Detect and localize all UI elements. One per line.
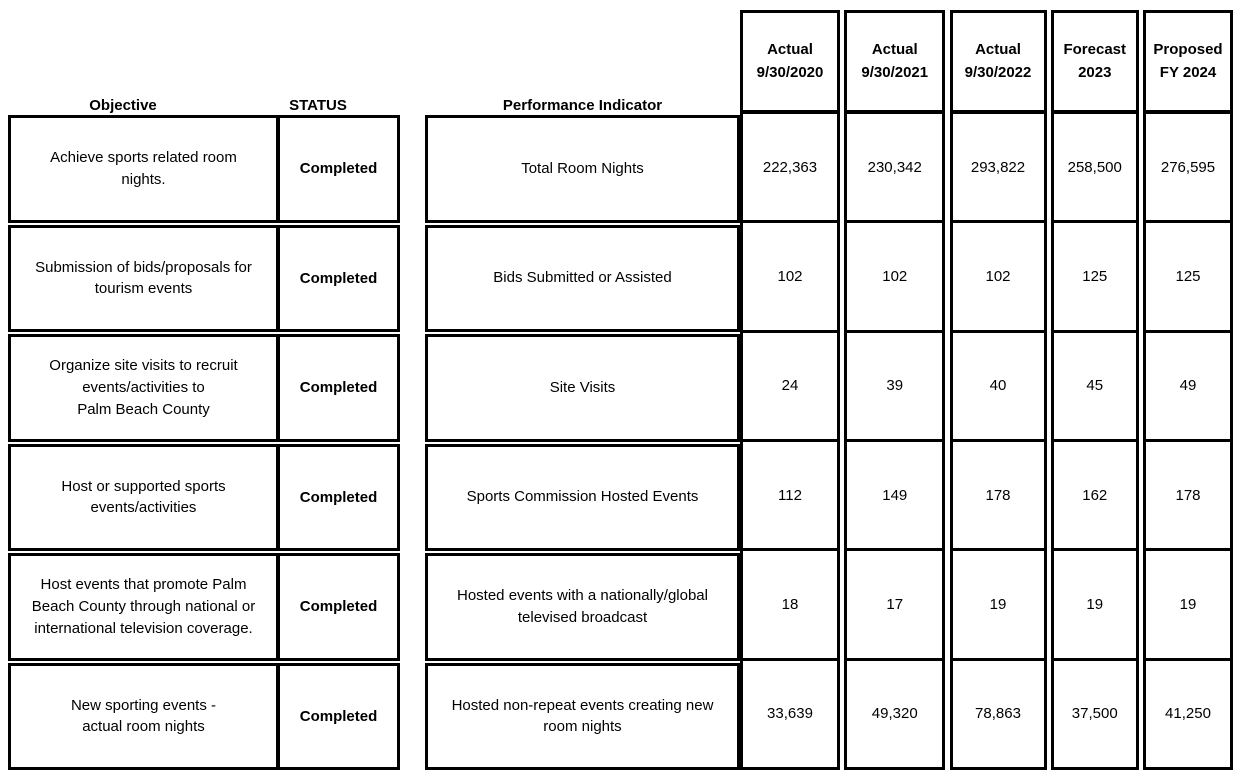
value-cell: 19 — [1053, 551, 1136, 661]
value-cell: 78,863 — [975, 705, 1021, 723]
status-cell: Completed — [299, 379, 378, 397]
value-cell: 33,639 — [767, 705, 813, 723]
status-cell: Completed — [299, 160, 378, 178]
status-cell: Completed — [299, 598, 378, 616]
performance-indicator-table: Total Room Nights Bids Submitted or Assi… — [425, 115, 740, 770]
value-cell: 19 — [1146, 551, 1230, 661]
value-column-proposed-fy2024: Proposed FY 2024 276,595 125 49 178 19 4… — [1143, 10, 1233, 770]
value-cell: 102 — [743, 223, 837, 333]
status-column-label: STATUS — [289, 97, 347, 114]
value-cell: 276,595 — [1146, 114, 1230, 224]
value-cell: 178 — [1146, 442, 1230, 552]
status-cell: Completed — [299, 707, 378, 725]
indicator-cell: Total Room Nights — [425, 115, 740, 223]
table-row: Achieve sports related room nights. Comp… — [8, 115, 400, 223]
value-cell: 258,500 — [1053, 114, 1136, 224]
objective-cell: Achieve sports related room nights. — [11, 118, 280, 220]
table-row: New sporting events - actual room nights… — [8, 662, 400, 770]
objective-cell: Host or supported sports events/activiti… — [11, 446, 280, 548]
value-column-header: Proposed FY 2024 — [1146, 13, 1230, 114]
objective-column-label: Objective — [89, 97, 157, 114]
value-column-actual-2020: Actual 9/30/2020 222,363 102 24 112 18 3… — [740, 10, 840, 770]
value-cell: 222,363 — [743, 114, 837, 224]
values-section: Actual 9/30/2020 222,363 102 24 112 18 3… — [740, 10, 1233, 770]
value-cell: 19 — [952, 551, 1044, 661]
table-row: Host or supported sports events/activiti… — [8, 443, 400, 551]
value-cell: 230,342 — [847, 114, 943, 224]
value-cell: 178 — [952, 442, 1044, 552]
table-row: Host events that promote Palm Beach Coun… — [8, 553, 400, 661]
value-cell: 102 — [952, 223, 1044, 333]
objective-cell: Submission of bids/proposals for tourism… — [11, 227, 280, 329]
status-cell: Completed — [299, 269, 378, 287]
value-column-header: Actual 9/30/2022 — [952, 13, 1044, 114]
status-cell: Completed — [299, 488, 378, 506]
value-cell: 112 — [743, 442, 837, 552]
table-row: Submission of bids/proposals for tourism… — [8, 224, 400, 332]
value-cell: 49 — [1146, 333, 1230, 442]
value-cell: 125 — [1146, 223, 1230, 333]
value-cell: 45 — [1053, 333, 1136, 442]
table-row: Organize site visits to recruit events/a… — [8, 334, 400, 442]
value-column-header: Actual 9/30/2021 — [847, 13, 943, 114]
value-cell: 102 — [847, 223, 943, 333]
value-column-actual-2021: Actual 9/30/2021 230,342 102 39 149 17 4… — [844, 10, 946, 770]
value-cell: 24 — [743, 333, 837, 442]
indicator-cell: Hosted non-repeat events creating new ro… — [425, 662, 740, 770]
value-column-forecast-2023: Forecast 2023 258,500 125 45 162 19 37,5… — [1050, 10, 1139, 770]
performance-indicator-column-label: Performance Indicator — [502, 97, 663, 114]
value-cell: 149 — [847, 442, 943, 552]
value-column-header: Forecast 2023 — [1053, 13, 1136, 114]
objective-cell: Organize site visits to recruit events/a… — [11, 337, 280, 439]
value-column-header: Actual 9/30/2020 — [743, 13, 837, 114]
value-column-actual-2022: Actual 9/30/2022 293,822 102 40 178 19 7… — [949, 10, 1047, 770]
value-cell: 41,250 — [1165, 705, 1211, 723]
indicator-cell: Site Visits — [425, 334, 740, 442]
indicator-cell: Bids Submitted or Assisted — [425, 224, 740, 332]
objective-cell: New sporting events - actual room nights — [11, 665, 280, 767]
value-cell: 39 — [847, 333, 943, 442]
value-cell: 293,822 — [952, 114, 1044, 224]
indicator-cell: Sports Commission Hosted Events — [425, 443, 740, 551]
objectives-status-table: Achieve sports related room nights. Comp… — [8, 115, 400, 770]
indicator-cell: Hosted events with a nationally/global t… — [425, 553, 740, 661]
value-cell: 40 — [952, 333, 1044, 442]
value-cell: 162 — [1053, 442, 1136, 552]
value-cell: 49,320 — [871, 705, 918, 723]
value-cell: 18 — [743, 551, 837, 661]
value-cell: 125 — [1053, 223, 1136, 333]
objective-cell: Host events that promote Palm Beach Coun… — [11, 556, 280, 658]
value-cell: 17 — [847, 551, 943, 661]
value-cell: 37,500 — [1071, 705, 1118, 723]
